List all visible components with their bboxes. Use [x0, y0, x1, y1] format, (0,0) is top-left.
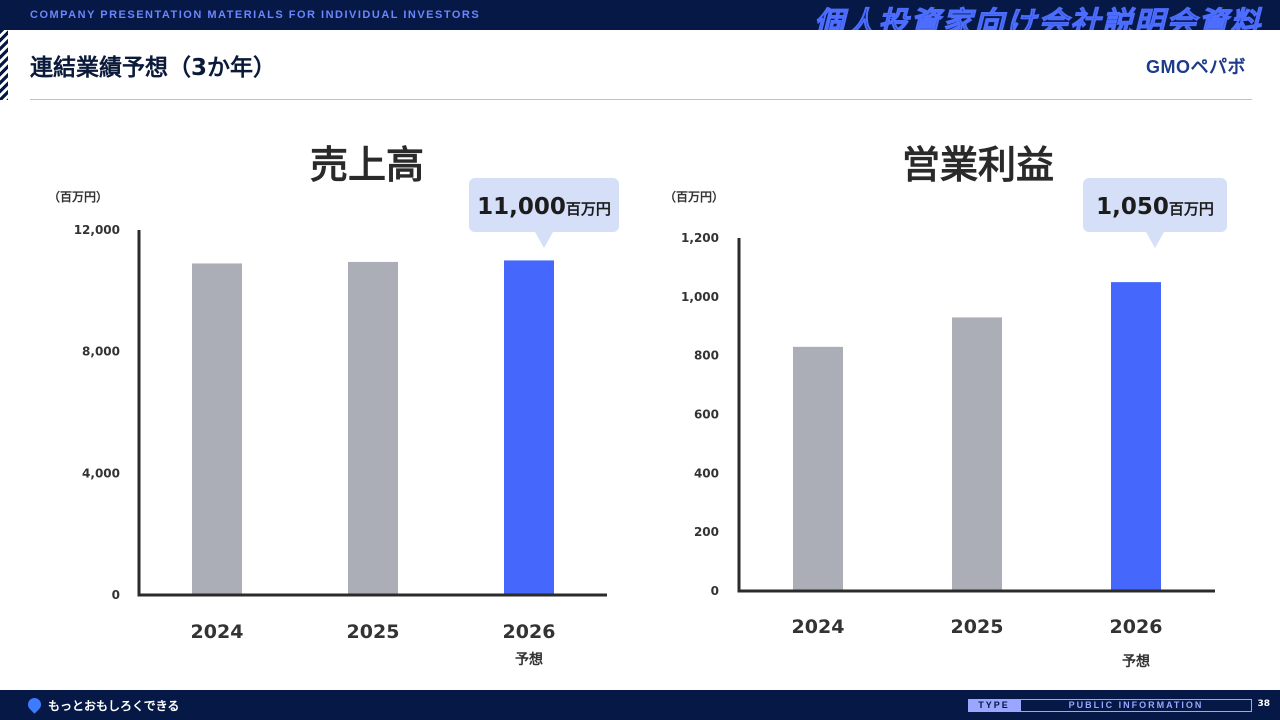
- footer-slogan: もっとおもしろくできる: [48, 699, 180, 713]
- y-tick-label: 200: [694, 525, 719, 539]
- bar-2024: [192, 263, 242, 595]
- sales-chart: 売上高 （百万円） 0 4,000 8,000 12,000 2024 2025 2026 予想 1…: [48, 143, 619, 668]
- y-tick-label: 0: [112, 588, 120, 602]
- y-tick-label: 0: [711, 584, 719, 598]
- y-tick-label: 12,000: [74, 223, 120, 237]
- callout-unit: 百万円: [1169, 200, 1214, 218]
- company-logo: GMOペパボ: [1146, 57, 1246, 77]
- chart-title: 営業利益: [902, 143, 1054, 187]
- y-tick-label: 4,000: [82, 466, 120, 480]
- bar-2024: [793, 346, 843, 591]
- x-category-label: 2026: [1110, 616, 1163, 638]
- y-tick-label: 1,200: [681, 231, 719, 245]
- value-callout-text: 11,000百万円: [477, 194, 611, 220]
- location-pin-icon: [25, 695, 44, 714]
- y-tick-label: 400: [694, 466, 719, 480]
- bar-2026: [1111, 282, 1161, 591]
- operating-profit-chart: 営業利益 （百万円） 0 200 400 600 800 1,000 1,200 2024 2025…: [664, 143, 1227, 670]
- value-callout-text: 1,050百万円: [1096, 194, 1214, 220]
- y-tick-label: 600: [694, 408, 719, 422]
- y-axis-unit-label: （百万円）: [664, 189, 724, 204]
- value-callout-bubble: [1083, 178, 1227, 232]
- deck-title: 個人投資家向け会社説明会資料: [814, 6, 1262, 31]
- forecast-note: 予想: [515, 651, 543, 668]
- forecast-note: 予想: [1122, 653, 1150, 670]
- footer-bar: もっとおもしろくできる TYPE PUBLIC INFORMATION 38: [0, 690, 1280, 720]
- header-tagline: COMPANY PRESENTATION MATERIALS FOR INDIV…: [30, 9, 481, 21]
- callout-value: 1,050: [1096, 194, 1169, 220]
- y-axis-unit-label: （百万円）: [48, 189, 108, 204]
- chart-title: 売上高: [310, 143, 424, 187]
- y-tick-label: 8,000: [82, 345, 120, 359]
- callout-pointer: [1146, 232, 1164, 248]
- x-category-label: 2026: [503, 621, 556, 643]
- bar-2025: [348, 261, 398, 595]
- type-label: TYPE: [968, 699, 1020, 712]
- decorative-stripe: [0, 30, 8, 100]
- x-category-label: 2025: [347, 621, 400, 643]
- page-number: 38: [1257, 699, 1270, 709]
- callout-pointer: [535, 232, 553, 248]
- title-divider: [30, 99, 1252, 100]
- type-value: PUBLIC INFORMATION: [1020, 699, 1252, 712]
- bar-2025: [952, 317, 1002, 591]
- bar-2026: [504, 260, 554, 595]
- page-title: 連結業績予想（3か年）: [30, 55, 277, 81]
- x-category-label: 2024: [191, 621, 244, 643]
- x-category-label: 2024: [792, 616, 845, 638]
- callout-value: 11,000: [477, 194, 566, 220]
- top-banner: COMPANY PRESENTATION MATERIALS FOR INDIV…: [0, 0, 1280, 30]
- value-callout-bubble: [469, 178, 619, 232]
- y-tick-label: 800: [694, 349, 719, 363]
- callout-unit: 百万円: [566, 200, 611, 218]
- y-tick-label: 1,000: [681, 290, 719, 304]
- x-category-label: 2025: [951, 616, 1004, 638]
